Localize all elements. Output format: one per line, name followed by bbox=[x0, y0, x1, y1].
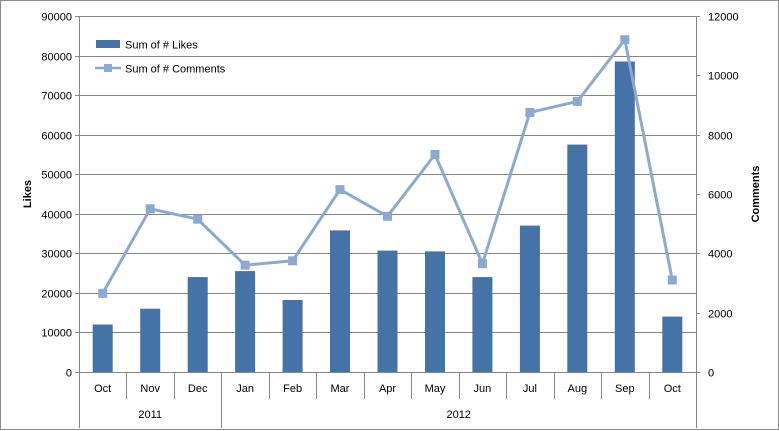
x-tick-label: Dec bbox=[188, 383, 208, 395]
bar-likes bbox=[330, 230, 350, 372]
x-tick-label: Apr bbox=[379, 383, 396, 395]
group-label: 2011 bbox=[138, 409, 162, 421]
point-comments bbox=[430, 150, 440, 159]
y2-tick-label: 10000 bbox=[708, 71, 739, 83]
y-tick-label: 70000 bbox=[41, 91, 72, 103]
bar-likes bbox=[92, 324, 113, 372]
bar-likes bbox=[662, 316, 683, 372]
bar-likes bbox=[377, 250, 398, 372]
x-tick-label: Nov bbox=[140, 383, 160, 395]
y2-tick-label: 6000 bbox=[708, 190, 732, 202]
legend-swatch-likes bbox=[96, 40, 120, 48]
point-comments bbox=[240, 260, 250, 270]
point-comments bbox=[572, 96, 582, 106]
x-tick-label: Jan bbox=[236, 383, 254, 395]
y2-tick-label: 8000 bbox=[708, 131, 732, 143]
point-comments bbox=[383, 211, 392, 221]
y-tick-label: 20000 bbox=[41, 289, 72, 301]
y2-axis-title: Comments bbox=[750, 166, 762, 223]
bar-likes bbox=[472, 277, 493, 372]
bar-likes bbox=[187, 277, 208, 372]
group-label: 2012 bbox=[446, 409, 470, 421]
legend-label-likes: Sum of # Likes bbox=[125, 40, 198, 52]
x-tick-label: Sep bbox=[615, 383, 635, 395]
y2-tick-label: 4000 bbox=[708, 249, 732, 261]
point-comments bbox=[288, 256, 298, 266]
bar-likes bbox=[567, 144, 588, 372]
y-tick-label: 0 bbox=[66, 368, 72, 380]
x-tick-label: Oct bbox=[664, 383, 681, 395]
bar-likes bbox=[235, 271, 256, 372]
point-comments bbox=[335, 185, 345, 195]
point-comments bbox=[477, 259, 487, 269]
x-tick-label: Mar bbox=[331, 383, 350, 395]
bar-likes bbox=[282, 300, 303, 372]
point-comments bbox=[525, 107, 535, 117]
y-tick-label: 10000 bbox=[41, 328, 72, 340]
y2-tick-label: 0 bbox=[708, 368, 714, 380]
y-tick-label: 80000 bbox=[41, 52, 72, 64]
bar-likes bbox=[425, 251, 445, 372]
bar-likes bbox=[614, 61, 635, 372]
y2-tick-label: 12000 bbox=[708, 12, 739, 24]
y-tick-label: 50000 bbox=[41, 170, 72, 182]
x-tick-label: Aug bbox=[568, 383, 588, 395]
point-comments bbox=[98, 288, 108, 298]
y-tick-label: 30000 bbox=[41, 249, 72, 261]
x-tick-label: Jun bbox=[474, 383, 492, 395]
comments-line bbox=[98, 35, 677, 298]
likes-bars bbox=[92, 61, 683, 372]
point-comments bbox=[145, 204, 155, 214]
point-comments bbox=[667, 275, 677, 285]
y-tick-label: 40000 bbox=[41, 210, 72, 222]
x-tick-label: Oct bbox=[94, 383, 111, 395]
bar-likes bbox=[519, 225, 540, 372]
x-tick-label: Jul bbox=[523, 383, 537, 395]
legend: Sum of # Likes Sum of # Comments bbox=[95, 40, 226, 76]
y-tick-label: 90000 bbox=[41, 12, 72, 24]
x-tick-label: May bbox=[425, 383, 446, 395]
point-comments bbox=[193, 214, 203, 224]
y-axis-title: Likes bbox=[22, 180, 34, 208]
bar-likes bbox=[140, 308, 161, 372]
legend-label-comments: Sum of # Comments bbox=[125, 64, 226, 76]
axis-labels: 0100002000030000400005000060000700008000… bbox=[41, 12, 738, 422]
legend-swatch-comments-marker bbox=[104, 64, 112, 72]
axes bbox=[75, 16, 700, 428]
point-comments bbox=[620, 35, 630, 45]
y-tick-label: 60000 bbox=[41, 131, 72, 143]
y2-tick-label: 2000 bbox=[708, 309, 732, 321]
x-tick-label: Feb bbox=[283, 383, 302, 395]
